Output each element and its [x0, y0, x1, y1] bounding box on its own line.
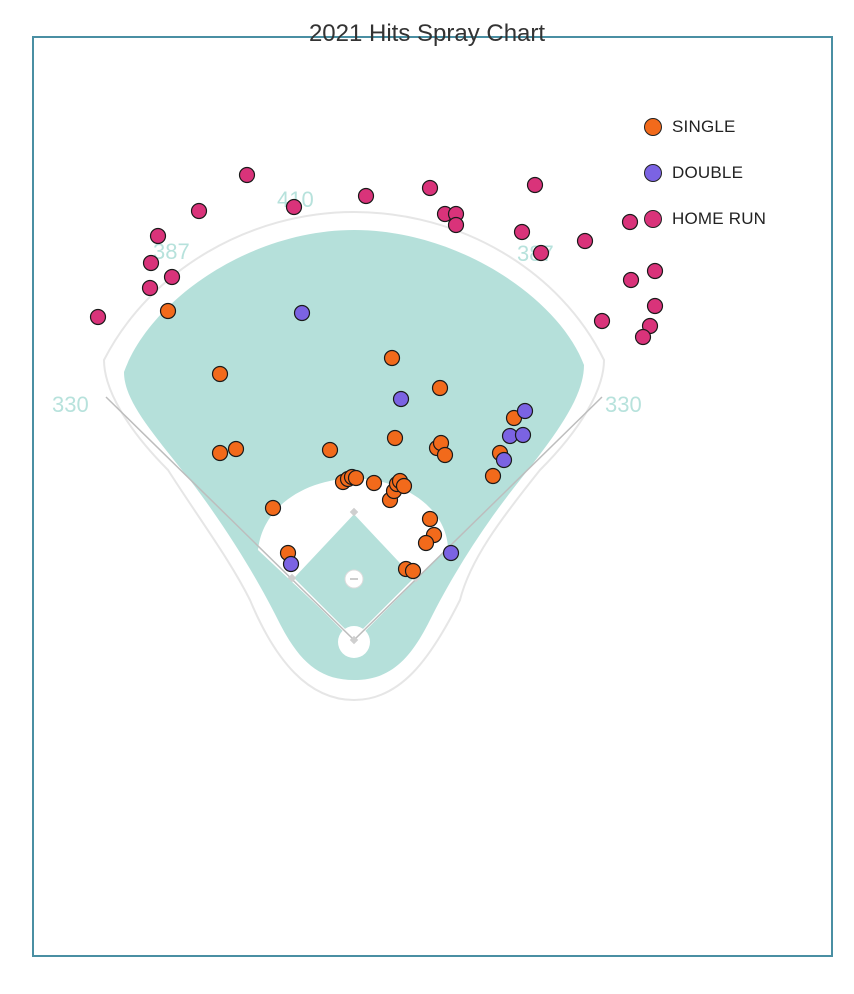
hit-point-home-run[interactable] [238, 166, 256, 184]
hit-point-home-run[interactable] [513, 223, 531, 241]
hit-point-single[interactable] [383, 349, 401, 367]
hit-point-home-run[interactable] [646, 297, 664, 315]
hit-point-single[interactable] [211, 365, 229, 383]
legend-swatch-single [644, 118, 662, 136]
hit-point-single[interactable] [484, 467, 502, 485]
legend-label-single: SINGLE [672, 117, 736, 136]
hit-point-home-run[interactable] [421, 179, 439, 197]
hit-point-home-run[interactable] [447, 216, 465, 234]
hit-point-single[interactable] [417, 534, 435, 552]
hit-point-double[interactable] [282, 555, 300, 573]
hit-point-double[interactable] [495, 451, 513, 469]
hit-point-home-run[interactable] [646, 262, 664, 280]
hit-point-home-run[interactable] [634, 328, 652, 346]
legend-item-home-run[interactable]: HOME RUN [644, 208, 766, 230]
second-base [349, 507, 359, 517]
hit-points [89, 166, 664, 580]
hit-point-home-run[interactable] [622, 271, 640, 289]
legend-label-double: DOUBLE [672, 163, 744, 182]
hit-point-home-run[interactable] [285, 198, 303, 216]
hit-point-double[interactable] [516, 402, 534, 420]
chart-title: 2021 Hits Spray Chart [0, 20, 854, 48]
hit-point-single[interactable] [395, 477, 413, 495]
hit-point-home-run[interactable] [621, 213, 639, 231]
hit-point-double[interactable] [392, 390, 410, 408]
legend-swatch-home-run [644, 210, 662, 228]
chart-title-rest: Hits Spray Chart [362, 20, 546, 47]
hit-point-double[interactable] [293, 304, 311, 322]
legend: SINGLE DOUBLE HOME RUN [644, 116, 766, 254]
hit-point-single[interactable] [436, 446, 454, 464]
left-foul-line [105, 396, 355, 641]
hit-point-home-run[interactable] [141, 279, 159, 297]
hit-point-home-run[interactable] [576, 232, 594, 250]
hit-point-single[interactable] [386, 429, 404, 447]
hit-point-single[interactable] [211, 444, 229, 462]
hit-point-home-run[interactable] [357, 187, 375, 205]
stadium-outline [102, 210, 606, 702]
legend-swatch-double [644, 164, 662, 182]
hit-point-single[interactable] [365, 474, 383, 492]
hit-point-single[interactable] [421, 510, 439, 528]
hit-point-single[interactable] [264, 499, 282, 517]
chart-title-year: 2021 [308, 20, 363, 47]
hit-point-double[interactable] [514, 426, 532, 444]
legend-item-single[interactable]: SINGLE [644, 116, 766, 138]
hit-point-single[interactable] [159, 302, 177, 320]
hit-point-home-run[interactable] [142, 254, 160, 272]
outfield-grass [124, 230, 584, 680]
hit-point-home-run[interactable] [593, 312, 611, 330]
home-plate [349, 635, 359, 645]
hit-point-home-run[interactable] [526, 176, 544, 194]
right-foul-line [353, 396, 603, 641]
hit-point-home-run[interactable] [149, 227, 167, 245]
hit-point-single[interactable] [227, 440, 245, 458]
hit-point-home-run[interactable] [89, 308, 107, 326]
distance-label-right-foul: 330 [605, 392, 642, 417]
hit-point-single[interactable] [431, 379, 449, 397]
distance-label-left-foul: 330 [52, 392, 89, 417]
third-base [287, 573, 297, 583]
hit-point-home-run[interactable] [532, 244, 550, 262]
legend-item-double[interactable]: DOUBLE [644, 162, 766, 184]
hit-point-single[interactable] [404, 562, 422, 580]
hit-point-single[interactable] [347, 469, 365, 487]
hit-point-home-run[interactable] [190, 202, 208, 220]
hit-point-double[interactable] [442, 544, 460, 562]
hit-point-single[interactable] [321, 441, 339, 459]
legend-label-home-run: HOME RUN [672, 209, 767, 228]
hit-point-home-run[interactable] [163, 268, 181, 286]
